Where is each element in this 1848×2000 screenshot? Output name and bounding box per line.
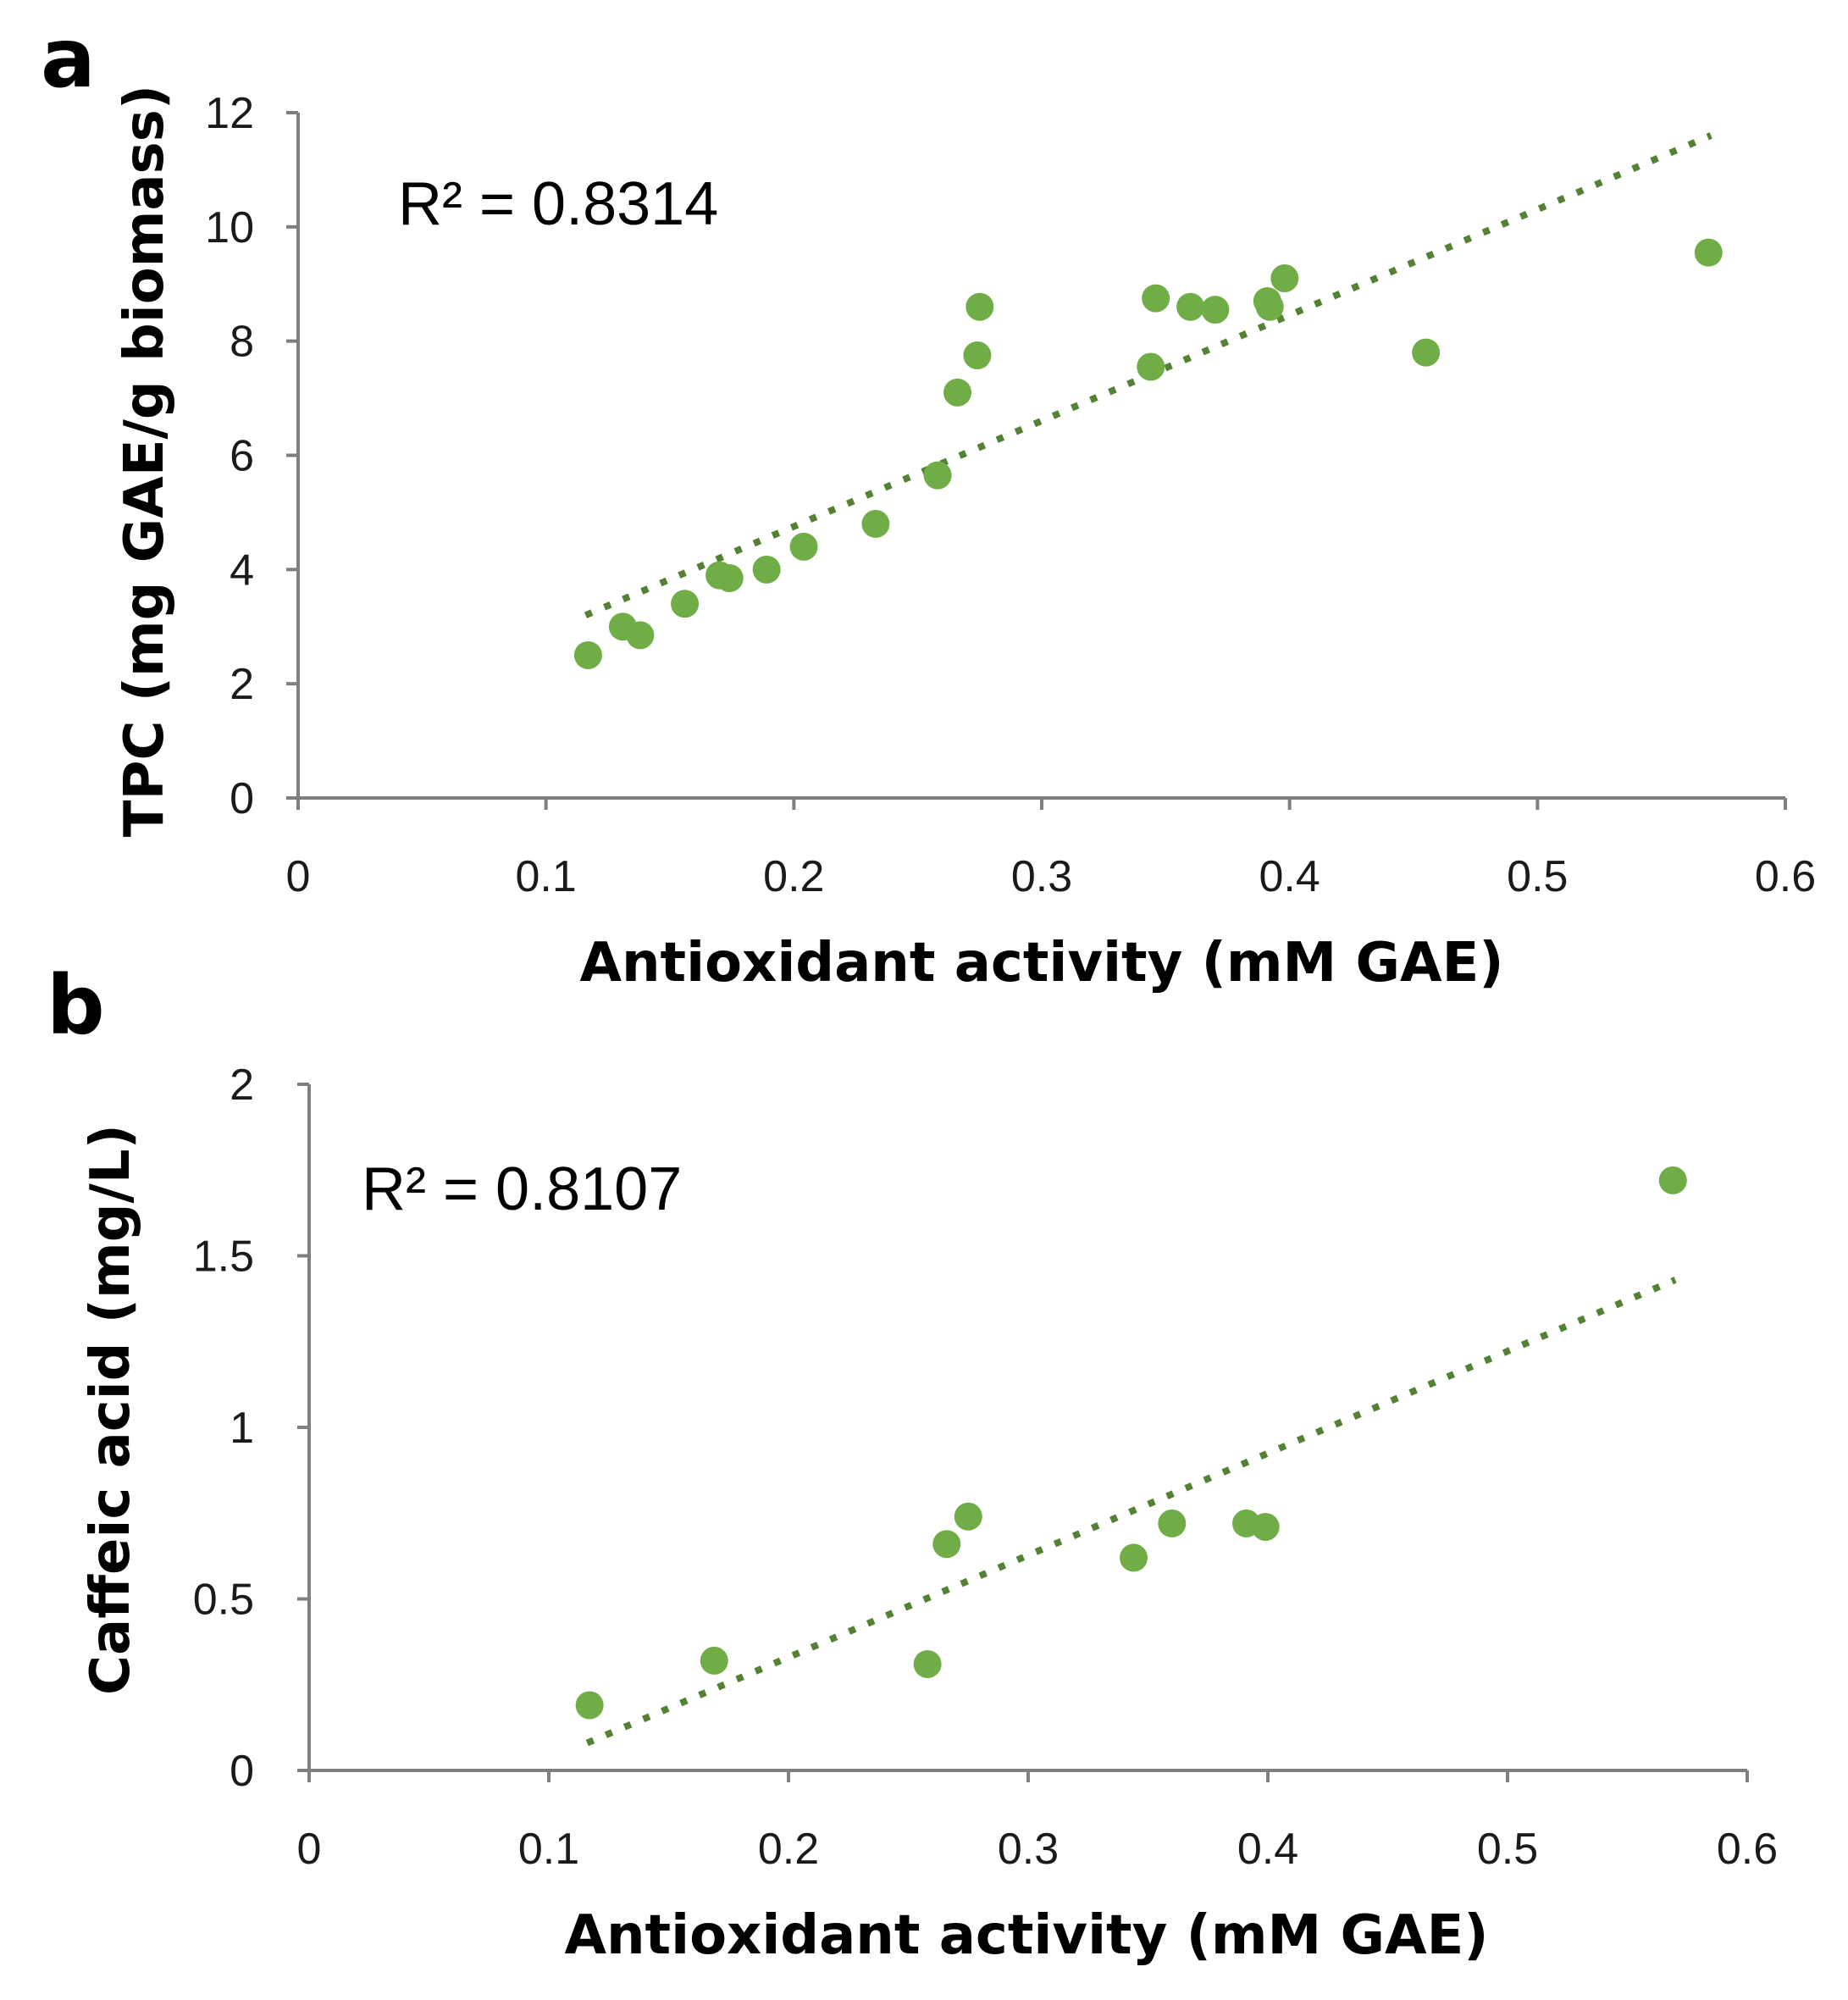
panel-a-letter: a xyxy=(41,11,96,106)
panel-b-trendline-layer xyxy=(585,1277,1677,1747)
panel-b-points xyxy=(575,1166,1687,1720)
panel-a-x-tick-label: 0.3 xyxy=(1011,852,1072,901)
panel-b-data-point xyxy=(575,1691,604,1720)
panel-a-x-tick-label: 0.2 xyxy=(763,852,824,901)
panel-b-data-point xyxy=(913,1649,942,1678)
panel-b: b R² = 0.8107 Antioxidant activity (mM G… xyxy=(47,958,1778,1967)
panel-b-y-tick-label: 0 xyxy=(230,1747,254,1796)
panel-b-data-point xyxy=(1251,1512,1280,1541)
panel-a-y-tick-label: 12 xyxy=(205,89,254,138)
panel-b-trendline xyxy=(585,1277,1677,1747)
panel-a-y-tick-label: 0 xyxy=(230,774,254,823)
panel-a-data-point xyxy=(943,378,971,407)
panel-a-r2-annotation: R² = 0.8314 xyxy=(398,170,718,238)
panel-b-x-axis-title: Antioxidant activity (mM GAE) xyxy=(564,1904,1488,1967)
panel-a-y-tick-label: 6 xyxy=(230,432,254,481)
panel-b-ticks: 0 0.1 0.2 0.3 0.4 0.5 0.6 0 0.5 1 1.5 2 xyxy=(193,1061,1778,1874)
panel-a-data-point xyxy=(1255,292,1284,321)
panel-a-data-point xyxy=(671,590,700,618)
panel-a: a R² = 0.8314 Antioxidant activity (mM G… xyxy=(41,11,1816,994)
panel-a-data-point xyxy=(573,640,602,669)
panel-b-y-tick-label: 1.5 xyxy=(193,1233,254,1282)
panel-a-data-point xyxy=(1201,296,1230,324)
panel-a-data-point xyxy=(789,532,818,561)
panel-a-data-point xyxy=(861,509,890,538)
panel-b-x-tick-label: 0.5 xyxy=(1477,1825,1538,1874)
panel-a-x-tick-label: 0.5 xyxy=(1507,852,1568,901)
panel-b-y-axis-title: Caffeic acid (mg/L) xyxy=(80,1124,142,1695)
panel-b-r2-annotation: R² = 0.8107 xyxy=(362,1155,682,1223)
panel-b-data-point xyxy=(932,1530,961,1559)
panel-a-points xyxy=(573,238,1723,669)
panel-b-data-point xyxy=(954,1502,982,1531)
panel-b-x-tick-label: 0.4 xyxy=(1237,1825,1298,1874)
panel-a-data-point xyxy=(923,461,952,490)
panel-a-data-point xyxy=(1137,352,1165,381)
panel-b-y-tick-label: 0.5 xyxy=(193,1576,254,1625)
panel-a-data-point xyxy=(963,341,992,370)
panel-a-x-tick-label: 0.6 xyxy=(1755,852,1816,901)
panel-a-x-tick-label: 0 xyxy=(286,852,311,901)
panel-b-data-point xyxy=(700,1646,728,1675)
panel-a-data-point xyxy=(1142,284,1170,313)
panel-a-data-point xyxy=(1270,264,1299,293)
panel-a-x-tick-label: 0.4 xyxy=(1259,852,1320,901)
panel-a-y-tick-label: 4 xyxy=(230,546,254,595)
panel-b-x-tick-label: 0 xyxy=(297,1825,322,1874)
panel-b-x-tick-label: 0.6 xyxy=(1717,1825,1778,1874)
panel-b-x-tick-label: 0.2 xyxy=(758,1825,819,1874)
panel-a-y-tick-label: 8 xyxy=(230,318,254,367)
panel-b-y-tick-label: 2 xyxy=(230,1061,254,1110)
panel-b-letter: b xyxy=(47,958,105,1053)
panel-a-ticks: 0 0.1 0.2 0.3 0.4 0.5 0.6 0 2 4 6 8 10 12 xyxy=(205,89,1816,901)
panel-b-x-tick-label: 0.3 xyxy=(998,1825,1059,1874)
panel-b-data-point xyxy=(1158,1509,1187,1537)
panel-a-data-point xyxy=(1176,292,1205,321)
panel-b-data-point xyxy=(1658,1166,1687,1194)
panel-b-axes xyxy=(307,1084,1747,1772)
panel-b-data-point xyxy=(1120,1543,1148,1572)
panel-a-data-point xyxy=(752,555,781,584)
panel-a-data-point xyxy=(1694,238,1723,267)
panel-b-x-tick-label: 0.1 xyxy=(518,1825,579,1874)
panel-a-data-point xyxy=(965,292,994,321)
panel-a-y-tick-label: 10 xyxy=(205,203,254,252)
panel-a-y-axis-title: TPC (mg GAE/g biomass) xyxy=(113,85,176,837)
panel-a-x-axis-title: Antioxidant activity (mM GAE) xyxy=(579,932,1503,994)
panel-a-y-tick-label: 2 xyxy=(230,660,254,709)
panel-a-data-point xyxy=(715,563,744,592)
panel-a-data-point xyxy=(1412,338,1441,367)
panel-a-axes xyxy=(296,113,1785,800)
panel-b-y-tick-label: 1 xyxy=(230,1404,254,1453)
panel-a-data-point xyxy=(626,621,655,650)
panel-a-x-tick-label: 0.1 xyxy=(516,852,577,901)
